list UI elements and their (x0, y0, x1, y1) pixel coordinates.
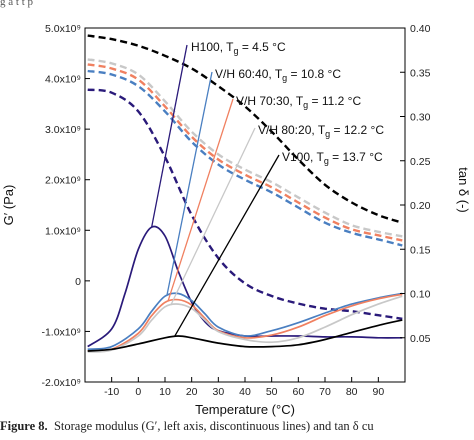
y-right-tick-label: 0.05 (410, 333, 431, 345)
y-right-tick-label: 0.35 (410, 67, 431, 79)
y-axis-right: 0.05 0.10 0.15 0.20 0.25 0.30 0.35 0.40 (400, 23, 431, 345)
annotation-label-3: V/H 80:20, Tg = 12.2 °C (258, 123, 384, 139)
tan-delta-line-0 (87, 225, 403, 348)
annotation-leader-4 (174, 154, 280, 337)
y-left-tick-label: 4.0x10⁹ (45, 74, 81, 86)
y-right-tick-label: 0.30 (410, 112, 431, 124)
x-tick-label: -10 (104, 386, 119, 398)
x-tick-label: 60 (292, 386, 304, 398)
x-tick-label: 80 (346, 386, 358, 398)
x-tick-label: 50 (266, 386, 278, 398)
y-right-tick-label: 0.25 (410, 156, 431, 168)
annotation-label-4: V100, Tg = 13.7 °C (282, 150, 383, 166)
storage-modulus-line-0 (87, 88, 403, 320)
y-left-tick-label: 5.0x10⁹ (45, 23, 81, 35)
y-left-tick-label: 0 (75, 276, 81, 288)
series-4 (87, 34, 403, 352)
annotations: H100, Tg = 4.5 °C V/H 60:40, Tg = 10.8 °C… (191, 40, 384, 166)
annotation-leader-1 (166, 71, 213, 295)
y-left-tick-label: -1.0x10⁹ (41, 326, 81, 338)
storage-modulus-line-4 (87, 34, 403, 224)
caption-text: Storage modulus (G′, left axis, disconti… (53, 419, 374, 433)
annotation-leader-0 (151, 44, 188, 228)
x-axis: -10 0 10 20 30 40 50 60 70 80 90 (104, 377, 384, 398)
y-right-tick-label: 0.20 (410, 200, 431, 212)
x-tick-label: 40 (239, 386, 251, 398)
annotation-label-1: V/H 60:40, Tg = 10.8 °C (215, 67, 341, 83)
y-left-tick-label: 2.0x10⁹ (45, 175, 81, 187)
annotation-leader-3 (170, 127, 256, 306)
series-layer (87, 34, 403, 353)
series-1 (87, 69, 403, 351)
annotation-leader-2 (167, 98, 234, 301)
y-left-tick-label: 1.0x10⁹ (45, 225, 81, 237)
x-tick-label: 20 (186, 386, 198, 398)
figure-caption: Figure 8. Storage modulus (G′, left axis… (0, 419, 474, 440)
tan-delta-line-3 (87, 295, 403, 353)
tan-delta-line-1 (87, 292, 403, 351)
x-tick-label: 70 (319, 386, 331, 398)
cropped-text-fragment: g a t t p (0, 0, 33, 8)
y-axis-left: -2.0x10⁹ -1.0x10⁹ 0 1.0x10⁹ 2.0x10⁹ 3.0x10⁹ 4.… (41, 23, 90, 389)
series-3 (87, 58, 403, 353)
y-left-tick-label: 3.0x10⁹ (45, 124, 81, 136)
annotation-label-0: H100, Tg = 4.5 °C (191, 40, 286, 56)
x-tick-label: 90 (372, 386, 384, 398)
y-left-tick-label: -2.0x10⁹ (41, 377, 81, 389)
caption-label: Figure 8. (0, 419, 48, 433)
y-axis-right-title: tan δ (-) (456, 167, 471, 213)
y-right-tick-label: 0.10 (410, 289, 431, 301)
x-axis-title: Temperature (°C) (195, 402, 295, 417)
x-tick-label: 0 (135, 386, 141, 398)
y-axis-left-title: G′ (Pa) (1, 185, 16, 226)
annotation-label-2: V/H 70:30, Tg = 11.2 °C (236, 94, 361, 110)
x-tick-label: 30 (212, 386, 224, 398)
dma-chart: -10 0 10 20 30 40 50 60 70 80 90 -2.0x10⁹ -1.0x10⁹ 0… (1, 23, 471, 417)
x-tick-label: 10 (159, 386, 171, 398)
tan-delta-line-4 (87, 319, 403, 352)
annotation-leaders (151, 44, 280, 337)
y-right-tick-label: 0.40 (410, 23, 431, 35)
y-right-tick-label: 0.15 (410, 244, 431, 256)
